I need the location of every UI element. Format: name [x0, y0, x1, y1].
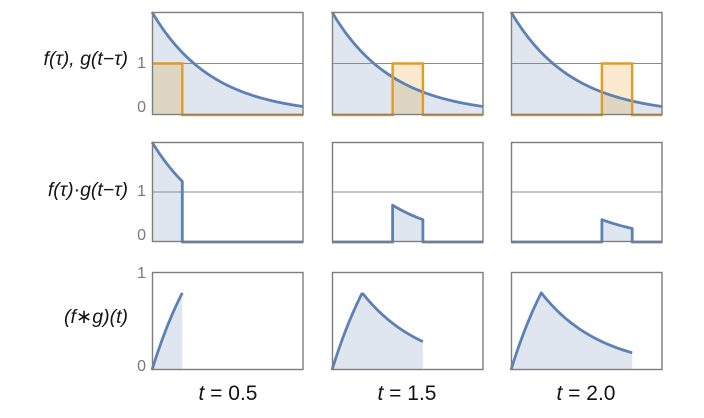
- tick-row2-zero: 0: [137, 227, 146, 244]
- panel-r3c2: [330, 271, 484, 371]
- tick-row3-zero: 0: [137, 358, 146, 375]
- t-value: = 1.5: [383, 382, 437, 405]
- panel-r1c2: [330, 11, 484, 117]
- t-value: = 0.5: [204, 382, 258, 405]
- row-label-product: f(τ)·g(t−τ): [47, 179, 128, 201]
- tick-row1-one: 1: [137, 55, 146, 72]
- panel-r1c1: [150, 11, 304, 117]
- t-variable: t: [377, 382, 384, 405]
- panel-r3c3: [509, 271, 663, 371]
- row-label-signals: f(τ), g(t−τ): [43, 48, 128, 70]
- panel-r3c1: [150, 271, 304, 371]
- panel-r2c1: [150, 141, 304, 244]
- col-label-t15: t = 1.5: [327, 381, 487, 407]
- panel-r1c3: [509, 11, 663, 117]
- tick-row3-one: 1: [137, 265, 146, 282]
- tick-row2-one: 1: [137, 183, 146, 200]
- col-label-t05: t = 0.5: [148, 381, 308, 407]
- col-label-t20: t = 2.0: [506, 381, 666, 407]
- panel-r2c2: [331, 141, 484, 244]
- t-variable: t: [198, 382, 205, 405]
- row-label-convolution: (f∗g)(t): [64, 306, 128, 328]
- tick-row1-zero: 0: [137, 99, 146, 116]
- t-value: = 2.0: [562, 382, 616, 405]
- panel-r2c3: [510, 141, 663, 244]
- t-variable: t: [556, 382, 563, 405]
